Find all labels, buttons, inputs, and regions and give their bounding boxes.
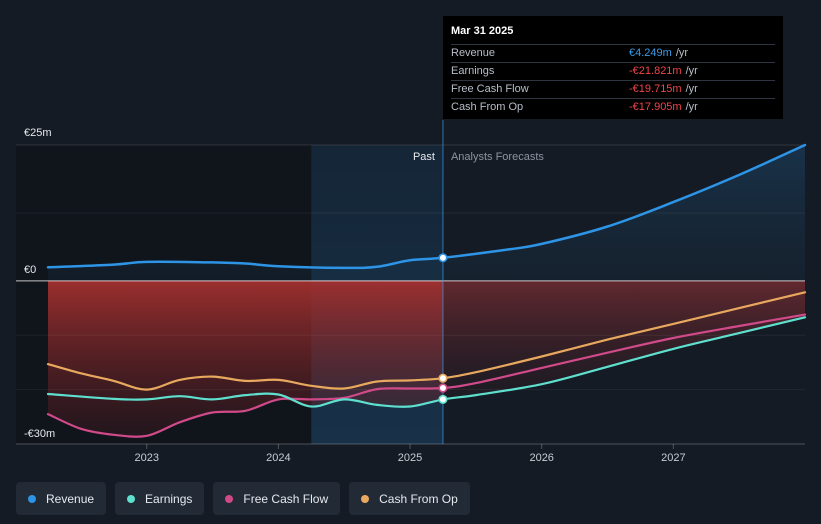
x-axis-labels: 2023 2024 2025 2026 2027 [134,452,685,464]
legend-item-earnings[interactable]: Earnings [115,482,205,515]
tooltip-row-free-cash-flow: Free Cash Flow -€19.715m /yr [451,80,775,98]
tooltip-value: -€19.715m [629,83,682,95]
tooltip-row-cash-from-op: Cash From Op -€17.905m /yr [451,98,775,116]
y-tick-label: -€30m [24,428,55,440]
tooltip-unit: /yr [685,101,698,113]
tooltip-label: Free Cash Flow [451,83,529,95]
tooltip-unit: /yr [685,65,698,77]
y-axis-labels: €25m €0 -€30m [24,127,55,440]
series-lines [46,143,807,438]
tooltip-label: Cash From Op [451,101,524,113]
tooltip-value: -€17.905m [629,101,682,113]
negative-area-forecast [442,280,805,400]
x-tick-label: 2026 [529,452,553,464]
forecast-label: Analysts Forecasts [451,151,544,163]
tooltip-value: €4.249m [629,47,672,59]
marker-cash-from-op [438,373,448,383]
tooltip-row-revenue: Revenue €4.249m /yr [451,44,775,62]
tooltip-label: Earnings [451,65,495,77]
y-tick-label: €25m [24,127,52,139]
tooltip-value: -€21.821m [629,65,682,77]
legend-dot-icon [127,494,136,503]
x-tick-label: 2025 [398,452,422,464]
legend-item-cash-from-op[interactable]: Cash From Op [349,482,470,515]
tooltip-unit: /yr [685,83,698,95]
marker-free-cash-flow [438,383,448,393]
tooltip-date: Mar 31 2025 [451,25,514,37]
revenue-area-fill [48,145,805,281]
y-tick-label: €0 [24,264,36,276]
tooltip: Mar 31 2025 Revenue €4.249m /yr Earnings… [443,16,783,119]
tooltip-unit: /yr [675,47,689,59]
legend-item-free-cash-flow[interactable]: Free Cash Flow [213,482,341,515]
tooltip-row-earnings: Earnings -€21.821m /yr [451,62,775,80]
marker-revenue [438,253,448,263]
tooltip-label: Revenue [451,47,496,59]
legend-item-revenue[interactable]: Revenue [16,482,107,515]
marker-earnings [438,394,448,405]
legend-dot-icon [225,494,234,503]
series-line-revenue [46,143,807,270]
past-label: Past [413,151,435,163]
x-tick-label: 2027 [661,452,685,464]
series-line-cash-from-op [46,291,807,391]
x-tick-label: 2024 [266,452,290,464]
series-line-earnings [46,316,807,408]
legend-dot-icon [28,494,36,503]
legend-label: Cash From Op [379,491,458,506]
markers [438,253,448,405]
x-tick-label: 2023 [134,452,158,464]
series-line-free-cash-flow [46,313,807,438]
legend: Revenue Earnings Free Cash Flow Cash Fro… [16,482,470,515]
legend-label: Earnings [145,491,193,506]
legend-dot-icon [361,494,370,503]
legend-label: Free Cash Flow [243,491,329,506]
legend-label: Revenue [46,491,95,506]
